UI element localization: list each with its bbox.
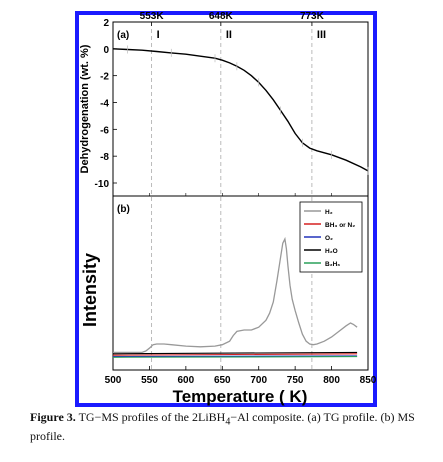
ms-curve-group <box>112 236 358 358</box>
top-tick-label-0: 553K <box>140 11 165 22</box>
legend-label-5: B₂H₆ <box>325 261 340 268</box>
x-tick-label-3: 650 <box>214 375 231 386</box>
x-tick-label-6: 800 <box>323 375 340 386</box>
figure-frame <box>75 11 377 407</box>
y-axis-title-b: Intensity <box>80 253 100 327</box>
ms-curve-1 <box>113 236 358 354</box>
legend-items: H₂ BH₃ or N₂ O₂ H₂O B₂H₆ <box>304 209 355 268</box>
y-tick-label-a-1: 0 <box>103 45 109 56</box>
figure-caption: Figure 3. TG−MS profiles of the 2LiBH4−A… <box>30 410 425 444</box>
x-tick-label-2: 600 <box>178 375 195 386</box>
ms-curve-5 <box>112 356 358 358</box>
ms-curve-4 <box>112 351 358 355</box>
top-tick-label-2: 773K <box>300 11 325 22</box>
y-tick-label-a-0: 2 <box>103 18 109 29</box>
y-tick-label-a-3: -4 <box>100 99 109 110</box>
caption-subscript: 4 <box>225 416 231 428</box>
y-tick-label-a-2: -2 <box>100 72 109 83</box>
legend-label-2: BH₃ or N₂ <box>325 222 355 229</box>
x-axis-ticks: 500 550 600 650 700 750 800 850 <box>105 193 377 386</box>
legend-label-4: H₂O <box>325 248 338 255</box>
legend-label-3: O₂ <box>325 235 333 242</box>
legend-label-1: H₂ <box>325 209 333 216</box>
x-tick-label-4: 700 <box>250 375 267 386</box>
ms-curve-3 <box>112 355 358 358</box>
y-tick-label-a-4: -6 <box>100 125 109 136</box>
caption-label: Figure 3. <box>30 410 76 424</box>
x-tick-label-1: 550 <box>141 375 158 386</box>
legend: H₂ BH₃ or N₂ O₂ H₂O B₂H₆ <box>299 201 363 273</box>
y-tick-label-a-5: -8 <box>100 152 109 163</box>
panel-label-b: (b) <box>117 204 130 215</box>
region-label-1: I <box>157 29 160 41</box>
panel-label-a: (a) <box>117 30 129 41</box>
x-tick-label-5: 750 <box>287 375 304 386</box>
x-tick-label-7: 850 <box>360 375 377 386</box>
y-tick-label-a-6: -10 <box>95 179 110 190</box>
tg-curve <box>112 48 369 172</box>
top-tick-label-1: 648K <box>209 11 234 22</box>
x-tick-label-0: 500 <box>105 375 122 386</box>
y-axis-title-a: Dehydrogenation (wt. %) <box>79 44 91 173</box>
region-label-2: II <box>226 29 232 41</box>
ms-curve-2 <box>112 353 358 356</box>
region-label-3: III <box>317 29 326 41</box>
top-temperature-ticks: 553K 648K 773K <box>140 11 325 26</box>
x-axis-title: Temperature ( K) <box>173 387 308 406</box>
tg-curve-group <box>112 45 369 175</box>
caption-text-1: TG−MS profiles of the 2LiBH <box>78 410 226 424</box>
region-boundaries <box>151 22 313 370</box>
caption-text-2: −Al composite. (a) TG profile. (b) MS pr… <box>30 410 415 444</box>
region-labels: I II III <box>157 29 326 41</box>
